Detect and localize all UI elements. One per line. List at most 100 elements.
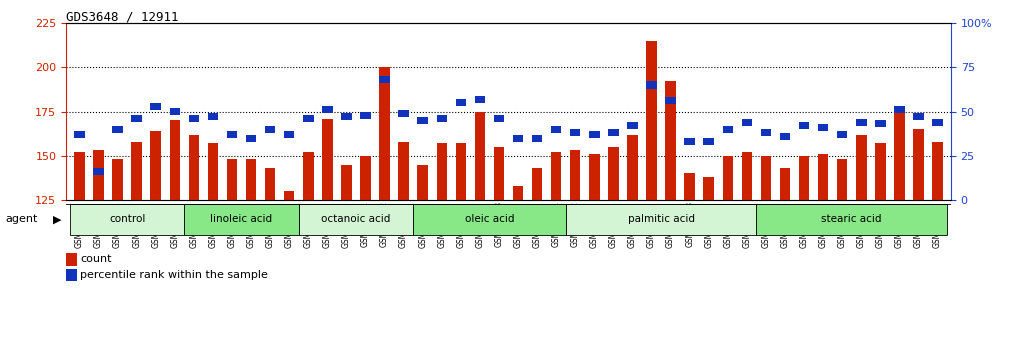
Bar <box>207 143 219 200</box>
Bar <box>665 97 676 104</box>
Bar <box>303 152 313 200</box>
Bar <box>399 110 409 117</box>
Bar <box>818 154 829 200</box>
Bar <box>322 119 333 200</box>
Bar <box>741 152 753 200</box>
Bar <box>207 113 219 120</box>
Bar <box>360 156 371 200</box>
Bar <box>627 122 638 129</box>
Bar <box>684 138 695 145</box>
Bar <box>170 108 180 115</box>
Bar <box>722 156 733 200</box>
Bar <box>151 131 161 200</box>
Bar <box>188 135 199 200</box>
Bar <box>894 106 905 113</box>
Bar <box>913 113 923 120</box>
Bar <box>246 135 256 142</box>
Bar <box>741 119 753 126</box>
Bar <box>761 156 771 200</box>
Text: octanoic acid: octanoic acid <box>321 215 391 224</box>
Bar <box>646 41 657 200</box>
Bar <box>131 115 142 122</box>
Bar <box>798 122 810 129</box>
Bar <box>532 135 542 142</box>
Bar <box>722 126 733 133</box>
Bar <box>608 129 618 136</box>
Bar <box>933 119 943 126</box>
Bar <box>761 129 771 136</box>
Bar <box>757 204 947 235</box>
Bar <box>665 81 676 200</box>
Bar <box>94 168 104 175</box>
Bar <box>704 177 714 200</box>
Bar <box>894 112 905 200</box>
Bar <box>837 131 847 138</box>
Bar <box>570 129 581 136</box>
Bar <box>532 168 542 200</box>
Bar <box>379 67 390 200</box>
Text: percentile rank within the sample: percentile rank within the sample <box>80 270 268 280</box>
Bar <box>589 154 600 200</box>
Bar <box>913 129 923 200</box>
Bar <box>413 204 565 235</box>
Bar <box>170 120 180 200</box>
Bar <box>360 112 371 119</box>
Bar <box>74 152 84 200</box>
Bar <box>227 159 237 200</box>
Text: oleic acid: oleic acid <box>465 215 515 224</box>
Bar <box>608 147 618 200</box>
Bar <box>875 143 886 200</box>
Bar <box>780 133 790 140</box>
Bar <box>856 119 866 126</box>
Bar <box>341 165 352 200</box>
Bar <box>417 165 428 200</box>
Bar <box>570 150 581 200</box>
Bar <box>818 124 829 131</box>
Bar <box>837 159 847 200</box>
Bar <box>264 168 276 200</box>
Bar <box>798 156 810 200</box>
Bar <box>184 204 299 235</box>
Bar <box>780 168 790 200</box>
Bar <box>436 143 447 200</box>
Bar <box>246 159 256 200</box>
Bar <box>493 147 504 200</box>
Bar <box>475 112 485 200</box>
Text: palmitic acid: palmitic acid <box>627 215 695 224</box>
Bar <box>684 173 695 200</box>
Bar <box>589 131 600 138</box>
Text: GDS3648 / 12911: GDS3648 / 12911 <box>66 11 179 24</box>
Bar <box>322 106 333 113</box>
Text: stearic acid: stearic acid <box>822 215 882 224</box>
Bar <box>513 186 524 200</box>
Bar <box>627 135 638 200</box>
Bar <box>875 120 886 127</box>
Bar <box>856 135 866 200</box>
Bar <box>436 115 447 122</box>
Bar <box>551 152 561 200</box>
Text: count: count <box>80 254 112 264</box>
Bar <box>112 159 123 200</box>
Text: ▶: ▶ <box>53 215 61 224</box>
Bar <box>70 204 184 235</box>
Bar <box>417 117 428 124</box>
Bar <box>341 113 352 120</box>
Bar <box>933 142 943 200</box>
Bar <box>284 131 295 138</box>
Bar <box>131 142 142 200</box>
Bar <box>94 150 104 200</box>
Bar <box>565 204 757 235</box>
Bar <box>264 126 276 133</box>
Bar <box>303 115 313 122</box>
Bar <box>456 143 466 200</box>
Bar <box>646 81 657 88</box>
Bar <box>188 115 199 122</box>
Bar <box>112 126 123 133</box>
Bar <box>74 131 84 138</box>
Bar <box>399 142 409 200</box>
Bar <box>227 131 237 138</box>
Bar <box>379 76 390 83</box>
Text: control: control <box>109 215 145 224</box>
Bar <box>456 99 466 106</box>
Bar <box>284 191 295 200</box>
